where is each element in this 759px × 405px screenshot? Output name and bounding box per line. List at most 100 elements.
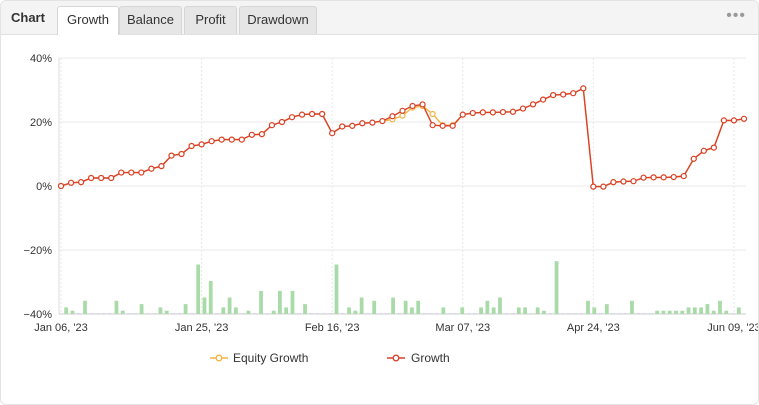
volume-bar — [328, 313, 333, 314]
volume-bar — [604, 304, 609, 314]
growth-point — [730, 117, 738, 124]
volume-bar — [227, 297, 232, 314]
growth-point — [620, 178, 627, 185]
growth-point — [67, 179, 75, 186]
x-axis: Jan 06, '23 Jan 25, '23 Feb 16, '23 Mar 07,… — [34, 322, 758, 334]
growth-point — [670, 173, 677, 181]
volume-bar — [391, 297, 395, 314]
growth-point — [168, 152, 175, 159]
x-tick-label: Feb 16, '23 — [305, 322, 360, 334]
growth-point — [379, 117, 386, 125]
volume-bar — [208, 281, 213, 314]
volume-bar — [529, 313, 534, 314]
growth-point — [108, 174, 115, 182]
volume-bar — [252, 313, 257, 314]
volume-bar — [655, 310, 660, 314]
volume-bar — [586, 300, 590, 314]
volume-bar — [114, 300, 119, 314]
tab-drawdown[interactable]: Drawdown — [239, 6, 317, 34]
volume-bar — [642, 313, 647, 314]
legend-item-growth[interactable]: Growth — [387, 351, 450, 365]
growth-point — [600, 183, 607, 190]
volume-bar — [428, 313, 433, 314]
volume-bar — [234, 307, 238, 314]
volume-bar — [711, 310, 716, 314]
volume-bar — [630, 300, 634, 314]
x-tick-label: Jan 06, '23 — [34, 322, 87, 334]
volume-bar — [416, 300, 421, 314]
tab-growth[interactable]: Growth — [57, 6, 119, 35]
more-options-icon[interactable]: ••• — [726, 7, 746, 24]
growth-point — [429, 122, 436, 129]
growth-point — [540, 96, 547, 103]
growth-point — [288, 114, 296, 121]
growth-point — [298, 111, 306, 118]
volume-bar — [560, 313, 565, 314]
growth-point — [509, 108, 517, 115]
volume-bar — [202, 297, 207, 314]
volume-bar — [548, 313, 553, 314]
legend-label-equity: Equity Growth — [233, 351, 308, 365]
volume-bar — [435, 313, 439, 314]
volume-bar — [699, 307, 704, 314]
growth-point — [148, 165, 155, 172]
volume-bar — [567, 313, 571, 314]
volume-bar — [692, 307, 697, 314]
volume-bar — [441, 307, 446, 314]
growth-point — [439, 122, 446, 129]
x-tick-label: Mar 07, '23 — [435, 322, 490, 334]
volume-bar — [334, 264, 339, 314]
volume-bar — [70, 310, 75, 314]
volume-bar — [674, 310, 678, 314]
legend-label-growth: Growth — [411, 351, 450, 365]
growth-point — [710, 144, 717, 151]
volume-bar — [498, 297, 502, 314]
y-tick-label: 40% — [30, 53, 52, 65]
volume-bar — [108, 313, 113, 314]
volume-bar — [730, 313, 735, 314]
volume-bar — [623, 313, 628, 314]
growth-point — [359, 120, 366, 127]
x-tick-label: Jan 25, '23 — [175, 322, 228, 334]
volume-bar — [410, 307, 414, 314]
growth-point — [258, 131, 265, 138]
growth-point — [519, 105, 527, 112]
volume-bar — [516, 307, 521, 314]
volume-bar — [353, 310, 358, 314]
growth-point — [188, 142, 195, 150]
volume-bar — [215, 313, 219, 314]
chart-legend[interactable]: Equity Growth Growth — [210, 351, 450, 365]
x-tick-label: Apr 24, '23 — [567, 322, 620, 334]
growth-point — [640, 174, 647, 181]
volume-bar — [378, 313, 383, 314]
growth-point — [740, 115, 748, 122]
y-tick-label: 20% — [30, 117, 52, 129]
volume-bar — [686, 307, 691, 314]
volume-bar — [139, 304, 144, 314]
tab-profit[interactable]: Profit — [184, 6, 237, 34]
volume-bar — [89, 313, 94, 314]
volume-bars — [64, 261, 741, 314]
legend-item-equity-growth[interactable]: Equity Growth — [210, 351, 308, 365]
volume-bar — [667, 310, 672, 314]
growth-chart: 40% 20% 0% −20% −40% Jan 06, '23 Jan 25, '23 F… — [24, 53, 758, 365]
growth-point — [208, 138, 215, 145]
x-tick-label: Jun 09, '23 — [707, 322, 758, 334]
growth-point — [560, 91, 567, 98]
volume-bar — [95, 313, 100, 314]
volume-bar — [648, 313, 653, 314]
volume-bar — [636, 313, 641, 314]
volume-bar — [164, 310, 169, 314]
volume-bar — [127, 313, 131, 314]
volume-bar — [183, 304, 188, 314]
growth-point — [329, 130, 336, 137]
growth-point — [409, 102, 416, 110]
tab-balance[interactable]: Balance — [119, 6, 182, 34]
volume-bar — [542, 310, 546, 314]
volume-bar — [83, 300, 87, 314]
volume-bar — [76, 313, 81, 314]
growth-point — [238, 136, 245, 143]
volume-bar — [290, 290, 295, 314]
volume-bar — [617, 313, 622, 314]
y-axis: 40% 20% 0% −20% −40% — [24, 53, 53, 321]
